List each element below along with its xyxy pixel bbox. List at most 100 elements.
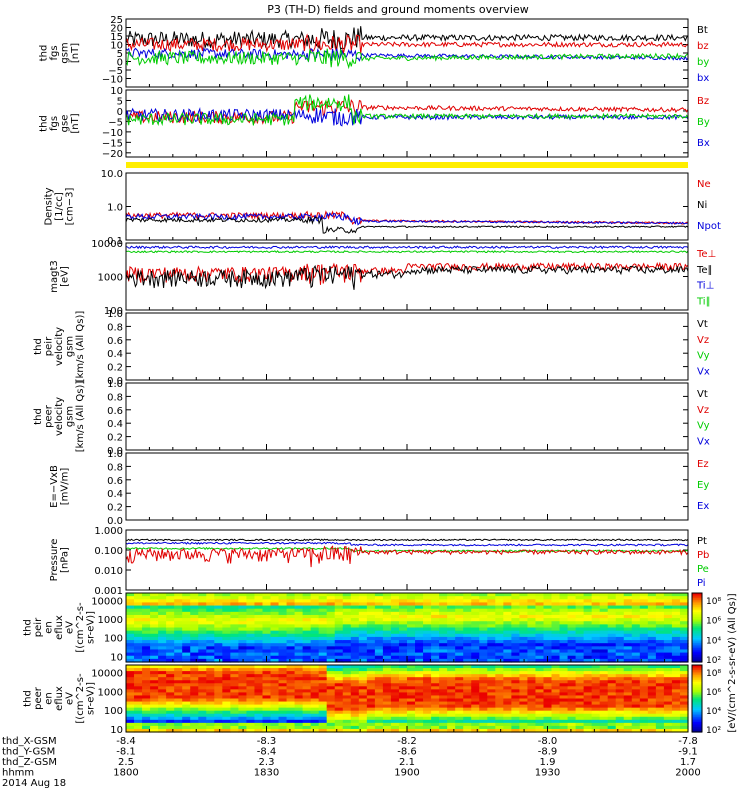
heatmap-cell — [455, 643, 464, 647]
heatmap-cell — [134, 602, 143, 607]
heatmap-cell — [631, 719, 641, 724]
heatmap-cell — [358, 611, 368, 616]
heatmap-cell — [519, 719, 529, 724]
heatmap-cell — [286, 611, 296, 616]
heatmap-cell — [543, 680, 553, 684]
heatmap-cell — [671, 646, 681, 651]
x-axis-value: -8.2 — [397, 736, 417, 747]
heatmap-cell — [671, 695, 681, 700]
heatmap-cell — [238, 614, 248, 619]
heatmap-cell — [663, 725, 673, 730]
heatmap-cell — [334, 602, 344, 607]
heatmap-cell — [174, 692, 183, 697]
heatmap-cell — [679, 599, 689, 604]
heatmap-cell — [647, 602, 657, 607]
heatmap-cell — [390, 618, 400, 622]
heatmap-cell — [503, 707, 512, 712]
heatmap-cell — [543, 627, 553, 632]
heatmap-cell — [270, 630, 280, 635]
heatmap-cell — [439, 605, 448, 610]
heatmap-cell — [190, 716, 199, 721]
heatmap-cell — [134, 665, 143, 669]
heatmap-cell — [439, 633, 448, 638]
colorbar-cell — [692, 606, 702, 610]
heatmap-cell — [455, 605, 464, 610]
heatmap-cell — [158, 713, 167, 718]
heatmap-cell — [591, 722, 601, 727]
heatmap-cell — [463, 618, 472, 622]
colorbar-cell — [692, 715, 702, 718]
heatmap-cell — [302, 728, 312, 733]
heatmap-cell — [607, 618, 617, 622]
heatmap-cell — [559, 608, 569, 613]
heatmap-cell — [198, 658, 207, 663]
heatmap-cell — [407, 665, 416, 669]
heatmap-cell — [382, 633, 392, 638]
heatmap-cell — [447, 655, 456, 660]
colorbar-cell — [692, 655, 702, 658]
heatmap-cell — [254, 683, 264, 687]
heatmap-cell — [190, 704, 199, 709]
heatmap-cell — [455, 608, 464, 613]
heatmap-cell — [511, 649, 520, 654]
heatmap-cell — [527, 605, 537, 610]
heatmap-cell — [366, 614, 376, 619]
heatmap-cell — [615, 624, 625, 629]
heatmap-cell — [415, 618, 424, 622]
heatmap-cell — [198, 599, 207, 604]
heatmap-cell — [583, 680, 593, 684]
heatmap-cell — [238, 695, 248, 700]
heatmap-cell — [487, 701, 496, 706]
colorbar-cell — [692, 617, 702, 620]
heatmap-cell — [623, 633, 633, 638]
heatmap-cell — [390, 636, 400, 641]
heatmap-cell — [222, 716, 231, 721]
heatmap-cell — [423, 643, 432, 647]
heatmap-cell — [447, 680, 456, 684]
heatmap-cell — [134, 677, 143, 681]
heatmap-cell — [503, 704, 512, 709]
heatmap-cell — [334, 636, 344, 641]
heatmap-cell — [302, 686, 312, 690]
heatmap-cell — [126, 704, 135, 709]
heatmap-cell — [142, 593, 151, 597]
heatmap-cell — [326, 719, 336, 724]
heatmap-cell — [302, 608, 312, 613]
heatmap-cell — [663, 593, 673, 597]
heatmap-cell — [126, 611, 135, 616]
heatmap-cell — [142, 624, 151, 629]
heatmap-cell — [126, 725, 135, 730]
heatmap-cell — [222, 658, 231, 663]
heatmap-cell — [439, 698, 448, 703]
heatmap-cell — [655, 614, 665, 619]
heatmap-cell — [631, 602, 641, 607]
heatmap-cell — [126, 643, 135, 647]
heatmap-cell — [575, 710, 585, 715]
heatmap-cell — [254, 624, 264, 629]
heatmap-cell — [447, 683, 456, 687]
heatmap-cell — [679, 692, 689, 697]
heatmap-cell — [471, 674, 480, 678]
heatmap-cell — [230, 655, 239, 660]
heatmap-cell — [286, 646, 296, 651]
heatmap-cell — [591, 596, 601, 600]
heatmap-cell — [142, 633, 151, 638]
heatmap-cell — [567, 686, 577, 690]
heatmap-cell — [479, 671, 488, 675]
heatmap-cell — [254, 704, 264, 709]
heatmap-cell — [310, 655, 320, 660]
heatmap-cell — [126, 713, 135, 718]
heatmap-cell — [455, 618, 464, 622]
legend-entry: Pt — [697, 536, 707, 547]
y-tick-label: 1.0 — [107, 449, 123, 460]
heatmap-cell — [463, 614, 472, 619]
heatmap-cell — [150, 692, 159, 697]
heatmap-cell — [663, 698, 673, 703]
heatmap-cell — [455, 683, 464, 687]
heatmap-cell — [527, 710, 537, 715]
y-tick-label: 0 — [117, 107, 123, 118]
heatmap-cell — [278, 618, 288, 622]
heatmap-cell — [519, 713, 529, 718]
heatmap-cell — [382, 683, 392, 687]
heatmap-cell — [390, 621, 400, 625]
